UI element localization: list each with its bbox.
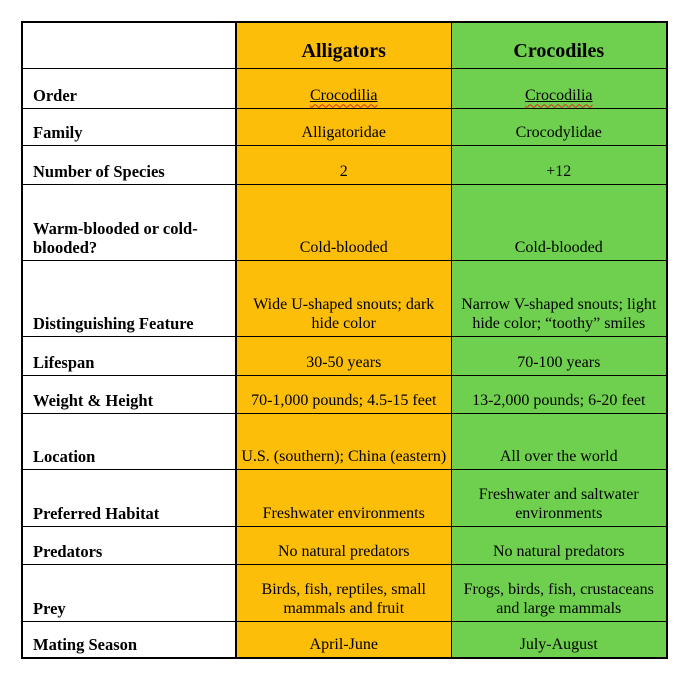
row-label-weight-height: Weight & Height [21,374,237,414]
row-label-family: Family [21,107,237,146]
lifespan-alligators-value: 30-50 years [235,335,452,376]
alligator-crocodile-comparison-table: Alligators Crocodiles Order Crocodilia C… [21,21,668,659]
weight-crocodiles-value: 13-2,000 pounds; 6-20 feet [450,374,668,414]
predators-alligators-value: No natural predators [235,525,452,565]
predators-crocodiles-value: No natural predators [450,525,668,565]
feature-crocodiles-value: Narrow V-shaped snouts; light hide color… [450,259,668,337]
feature-alligators-value: Wide U-shaped snouts; dark hide color [235,259,452,337]
row-label-preferred-habitat: Preferred Habitat [21,468,237,527]
row-label-location: Location [21,412,237,470]
underlined-text: Crocodilia [310,87,378,104]
order-alligators-value: Crocodilia [235,67,452,109]
row-label-number-of-species: Number of Species [21,144,237,185]
habitat-alligators-value: Freshwater environments [235,468,452,527]
lifespan-crocodiles-value: 70-100 years [450,335,668,376]
row-label-lifespan: Lifespan [21,335,237,376]
habitat-crocodiles-value: Freshwater and saltwater environments [450,468,668,527]
row-label-blood-type: Warm-blooded or cold-blooded? [21,183,237,261]
species-crocodiles-value: +12 [450,144,668,185]
family-crocodiles-value: Crocodylidae [450,107,668,146]
table-row-preferred-habitat: Preferred Habitat Freshwater environment… [21,468,668,527]
blood-crocodiles-value: Cold-blooded [450,183,668,261]
table-row-family: Family Alligatoridae Crocodylidae [21,107,668,146]
table-row-lifespan: Lifespan 30-50 years 70-100 years [21,335,668,376]
location-crocodiles-value: All over the world [450,412,668,470]
blood-alligators-value: Cold-blooded [235,183,452,261]
table-row-predators: Predators No natural predators No natura… [21,525,668,565]
mating-crocodiles-value: July-August [450,620,668,659]
table-row-mating-season: Mating Season April-June July-August [21,620,668,659]
row-label-order: Order [21,67,237,109]
table-row-number-of-species: Number of Species 2 +12 [21,144,668,185]
row-label-prey: Prey [21,563,237,622]
row-label-distinguishing-feature: Distinguishing Feature [21,259,237,337]
prey-alligators-value: Birds, fish, reptiles, small mammals and… [235,563,452,622]
table-row-location: Location U.S. (southern); China (eastern… [21,412,668,470]
underlined-text: Crocodilia [525,87,593,104]
row-label-mating-season: Mating Season [21,620,237,659]
table-row-distinguishing-feature: Distinguishing Feature Wide U-shaped sno… [21,259,668,337]
table-row-blood-type: Warm-blooded or cold-blooded? Cold-blood… [21,183,668,261]
family-alligators-value: Alligatoridae [235,107,452,146]
misspelled-text: Crocodilia [524,86,593,104]
table-row-prey: Prey Birds, fish, reptiles, small mammal… [21,563,668,622]
row-label-predators: Predators [21,525,237,565]
crocodiles-column-header: Crocodiles [450,21,668,69]
misspelled-text: Crocodilia [309,86,378,104]
order-crocodiles-value: Crocodilia [450,67,668,109]
mating-alligators-value: April-June [235,620,452,659]
weight-alligators-value: 70-1,000 pounds; 4.5-15 feet [235,374,452,414]
prey-crocodiles-value: Frogs, birds, fish, crustaceans and larg… [450,563,668,622]
header-row: Alligators Crocodiles [21,21,668,69]
table-row-weight-height: Weight & Height 70-1,000 pounds; 4.5-15 … [21,374,668,414]
location-alligators-value: U.S. (southern); China (eastern) [235,412,452,470]
table-row-order: Order Crocodilia Crocodilia [21,67,668,109]
alligators-column-header: Alligators [235,21,452,69]
corner-blank-cell [21,21,237,69]
species-alligators-value: 2 [235,144,452,185]
